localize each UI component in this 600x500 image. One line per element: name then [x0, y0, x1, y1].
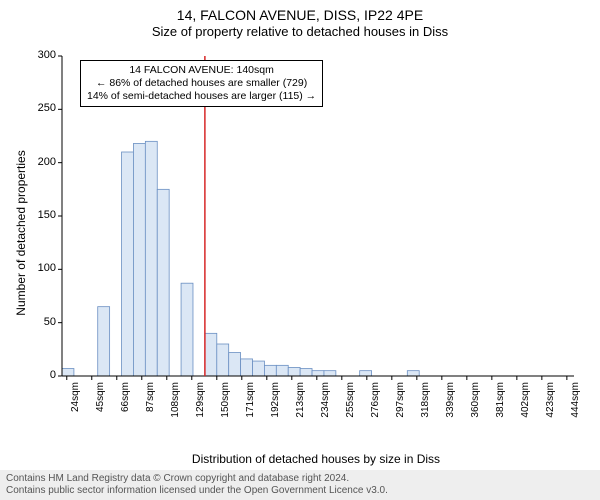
x-tick-label: 150sqm — [220, 382, 231, 422]
x-tick-label: 444sqm — [570, 382, 581, 422]
x-tick-label: 276sqm — [370, 382, 381, 422]
x-tick-label: 381sqm — [495, 382, 506, 422]
annotation-box: 14 FALCON AVENUE: 140sqm ← 86% of detach… — [80, 60, 323, 107]
footer-line1: Contains HM Land Registry data © Crown c… — [6, 473, 594, 485]
annotation-line1: 14 FALCON AVENUE: 140sqm — [87, 64, 316, 77]
histogram-bar — [360, 371, 372, 376]
histogram-bar — [253, 361, 265, 376]
histogram-bar — [312, 371, 324, 376]
annotation-line3: 14% of semi-detached houses are larger (… — [87, 90, 316, 103]
x-tick-label: 318sqm — [420, 382, 431, 422]
histogram-bar — [300, 369, 312, 376]
histogram-bar — [241, 359, 253, 376]
histogram-bar — [181, 283, 193, 376]
x-tick-label: 66sqm — [120, 382, 131, 422]
histogram-bar — [205, 333, 217, 376]
x-tick-label: 108sqm — [170, 382, 181, 422]
histogram-bar — [157, 189, 169, 376]
x-tick-label: 234sqm — [320, 382, 331, 422]
x-tick-label: 171sqm — [245, 382, 256, 422]
chart-container: 14, FALCON AVENUE, DISS, IP22 4PE Size o… — [0, 0, 600, 500]
x-tick-label: 255sqm — [345, 382, 356, 422]
y-tick-label: 250 — [26, 102, 56, 114]
histogram-bar — [324, 371, 336, 376]
histogram-bar — [264, 365, 276, 376]
x-tick-label: 339sqm — [445, 382, 456, 422]
y-tick-label: 50 — [26, 316, 56, 328]
page-title: 14, FALCON AVENUE, DISS, IP22 4PE — [0, 0, 600, 24]
x-tick-label: 297sqm — [395, 382, 406, 422]
x-tick-label: 192sqm — [270, 382, 281, 422]
x-tick-label: 360sqm — [470, 382, 481, 422]
y-tick-label: 0 — [26, 369, 56, 381]
y-tick-label: 300 — [26, 49, 56, 61]
histogram-bar — [276, 365, 288, 376]
histogram-bar — [288, 367, 300, 376]
x-axis-label: Distribution of detached houses by size … — [52, 452, 580, 466]
x-tick-label: 45sqm — [95, 382, 106, 422]
histogram-bar — [145, 141, 157, 376]
histogram-bar — [229, 353, 241, 376]
histogram-bar — [217, 344, 229, 376]
x-tick-label: 423sqm — [545, 382, 556, 422]
footer: Contains HM Land Registry data © Crown c… — [0, 470, 600, 500]
x-tick-label: 24sqm — [70, 382, 81, 422]
histogram-bar — [98, 307, 110, 376]
x-tick-label: 87sqm — [145, 382, 156, 422]
x-tick-label: 129sqm — [195, 382, 206, 422]
y-tick-label: 100 — [26, 262, 56, 274]
histogram-bar — [122, 152, 134, 376]
x-tick-label: 213sqm — [295, 382, 306, 422]
histogram-bar — [133, 143, 145, 376]
x-tick-label: 402sqm — [520, 382, 531, 422]
y-tick-label: 150 — [26, 209, 56, 221]
histogram-bar — [62, 369, 74, 376]
page-subtitle: Size of property relative to detached ho… — [0, 24, 600, 39]
annotation-line2: ← 86% of detached houses are smaller (72… — [87, 77, 316, 90]
footer-line2: Contains public sector information licen… — [6, 485, 594, 497]
histogram-bar — [407, 371, 419, 376]
y-tick-label: 200 — [26, 156, 56, 168]
